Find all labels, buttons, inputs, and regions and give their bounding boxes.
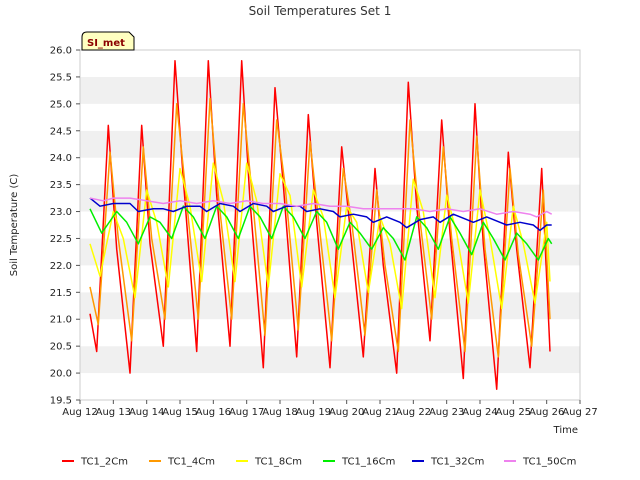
y-axis-title: Soil Temperature (C) (9, 174, 20, 277)
x-axis-title: Time (553, 425, 578, 436)
x-tick-label: Aug 16 (196, 407, 231, 418)
x-tick-label: Aug 12 (62, 407, 97, 418)
legend-label: TC1_50Cm (522, 457, 576, 468)
plot-frame (79, 49, 581, 401)
y-tick-label: 23.5 (50, 180, 72, 191)
x-tick-label: Aug 19 (296, 407, 331, 418)
x-tick-label: Aug 15 (162, 407, 197, 418)
legend-label: TC1_2Cm (80, 457, 128, 468)
series-line-tc1-8cm (89, 162, 551, 310)
x-tick-label: Aug 26 (529, 407, 564, 418)
legend-label: TC1_16Cm (341, 457, 395, 468)
grid-band (80, 50, 580, 77)
series-line-tc1-16cm (89, 205, 553, 261)
y-tick-label: 20.5 (50, 342, 72, 353)
x-tick-label: Aug 13 (96, 407, 131, 418)
grid-band (80, 373, 580, 400)
y-tick-label: 22.5 (50, 234, 72, 245)
grid-band (80, 76, 580, 104)
series-line-tc1-4cm (89, 97, 551, 358)
y-tick-label: 23.0 (50, 207, 72, 218)
site-badge-label: SI_met (87, 38, 125, 49)
y-tick-label: 25.5 (50, 72, 72, 83)
series-line-tc1-32cm (89, 197, 552, 232)
x-tick-label: Aug 22 (396, 407, 431, 418)
y-tick-label: 21.5 (50, 288, 72, 299)
y-tick-label: 20.0 (50, 369, 72, 380)
x-tick-label: Aug 14 (129, 407, 164, 418)
grid-band (80, 130, 580, 158)
chart-title: Soil Temperatures Set 1 (249, 4, 392, 18)
x-tick-label: Aug 21 (362, 407, 397, 418)
y-tick-label: 26.0 (50, 46, 72, 57)
series-line-tc1-50cm (89, 197, 553, 218)
y-tick-label: 21.0 (50, 315, 72, 326)
grid-band (80, 292, 580, 320)
site-badge-box (81, 31, 135, 51)
series-line-tc1-2cm (89, 60, 551, 390)
y-tick-label: 25.0 (50, 99, 72, 110)
y-axis-ticks: 19.5 20.0 20.5 21.0 21.5 22.0 22.5 23.0 23.5 24.0… (50, 46, 80, 407)
x-tick-label: Aug 24 (462, 407, 497, 418)
x-tick-label: Aug 20 (329, 407, 364, 418)
y-tick-label: 24.0 (50, 153, 72, 164)
grid-band (80, 211, 580, 239)
grid-band (80, 157, 580, 185)
y-tick-label: 24.5 (50, 126, 72, 137)
legend-label: TC1_8Cm (254, 457, 302, 468)
grid-band (80, 103, 580, 131)
x-tick-label: Aug 18 (262, 407, 297, 418)
series-lines (89, 60, 553, 390)
legend-label: TC1_32Cm (430, 457, 484, 468)
x-tick-label: Aug 17 (229, 407, 264, 418)
x-tick-label: Aug 23 (429, 407, 464, 418)
grid-bands (80, 50, 580, 400)
legend: TC1_2Cm TC1_4Cm TC1_8Cm TC1_16Cm TC1_32Cm TC1… (62, 457, 576, 468)
y-tick-label: 22.0 (50, 261, 72, 272)
grid-band (80, 184, 580, 212)
legend-label: TC1_4Cm (167, 457, 215, 468)
y-tick-label: 19.5 (50, 396, 72, 407)
x-tick-label: Aug 25 (496, 407, 531, 418)
site-badge: SI_met (81, 31, 135, 51)
x-tick-label: Aug 27 (562, 407, 597, 418)
